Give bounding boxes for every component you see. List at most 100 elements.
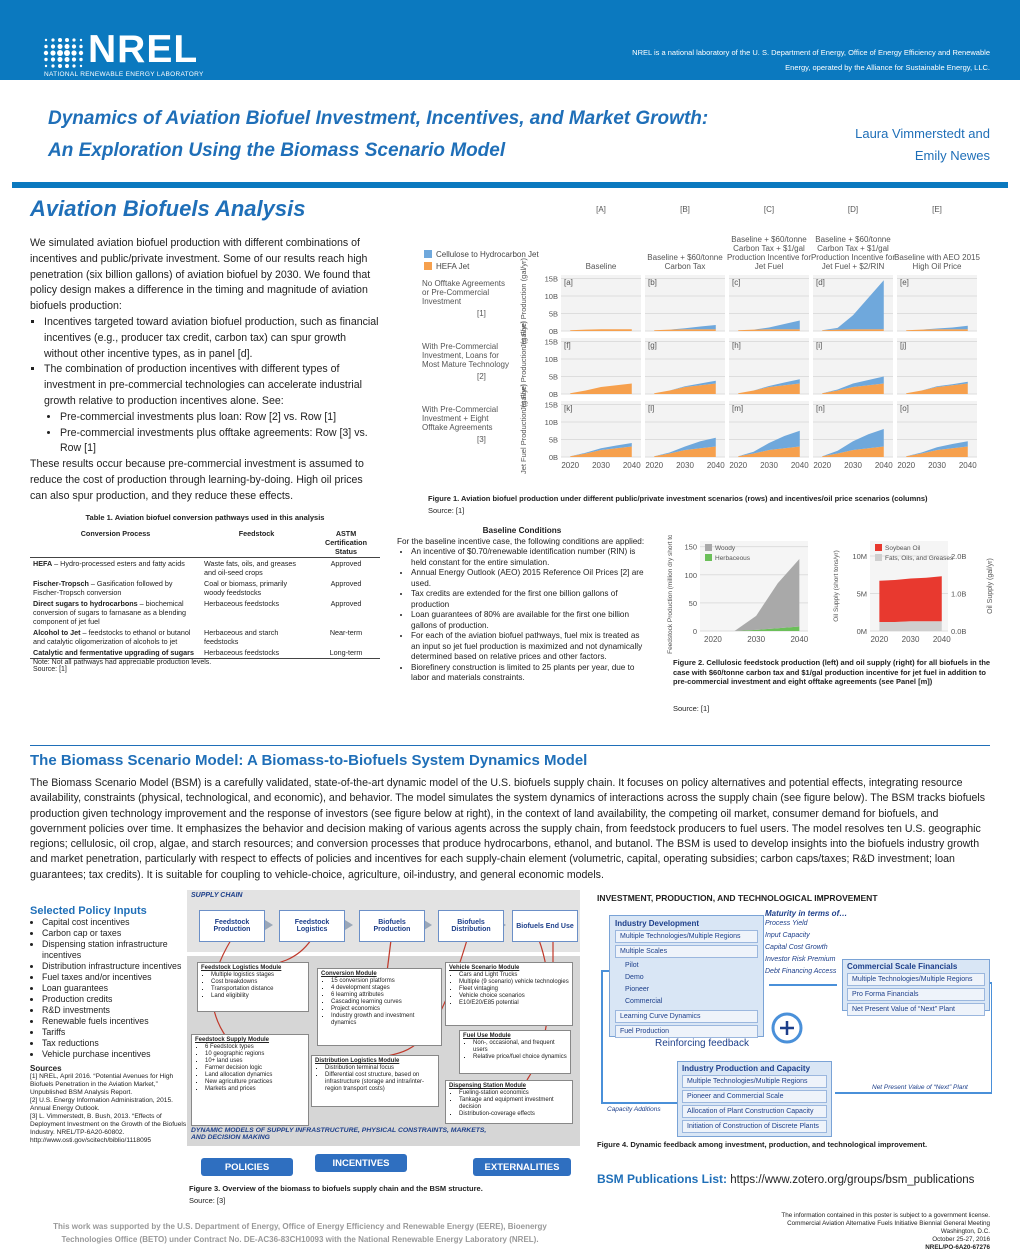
area xyxy=(570,383,632,394)
area xyxy=(654,446,716,457)
y-axis-title: Jet Fuel Production (gal/yr) xyxy=(519,383,528,474)
process-desc: – Hydro-processed esters and fatty acids xyxy=(52,559,185,568)
maturity-title: Maturity in terms of… xyxy=(765,909,848,918)
box-item: Learning Curve Dynamics xyxy=(615,1010,758,1023)
author: Laura Vimmerstedt and xyxy=(855,126,990,141)
row-label-box: With Pre-Commercial Investment + Eight O… xyxy=(422,405,510,444)
x-tick-label: 2020 xyxy=(645,461,663,470)
maturity-item: Debt Financing Access xyxy=(765,968,837,975)
column-header: [D] Baseline + $60/tonne Carbon Tax + $1/… xyxy=(807,205,899,271)
commercial-financials: Commercial Scale Financials Multiple Tec… xyxy=(842,959,990,1016)
box-item: Pioneer and Commercial Scale xyxy=(682,1090,827,1103)
process-name: Fischer-Tropsch xyxy=(33,579,89,588)
area xyxy=(654,325,716,331)
cell: Catalytic and fermentative upgrading of … xyxy=(30,647,201,658)
process-desc: – Gasification followed by Fischer-Trops… xyxy=(33,579,173,597)
module-item: Industry growth and investment dynamics xyxy=(331,1013,438,1027)
cell: HEFA – Hydro-processed esters and fatty … xyxy=(30,558,201,579)
module-title: Feedstock Logistics Module xyxy=(201,965,282,971)
logo-dot xyxy=(58,64,62,68)
box-item: Pro Forma Financials xyxy=(847,988,985,1001)
module-item: Farmer decision logic xyxy=(205,1065,305,1072)
module-item: 10 geographic regions xyxy=(205,1051,305,1058)
module-item: 10+ land uses xyxy=(205,1058,305,1065)
legend-swatch xyxy=(705,544,712,551)
footer-info: The information contained in this poster… xyxy=(690,1212,990,1252)
column-desc: Baseline + $60/tonne Carbon Tax xyxy=(647,253,723,271)
publications-url[interactable]: https://www.zotero.org/groups/bsm_public… xyxy=(730,1174,975,1186)
logo-dot xyxy=(57,57,63,62)
y-axis-title: Feedstock Production (million dry short … xyxy=(667,535,674,654)
section-heading: The Biomass Scenario Model: A Biomass-to… xyxy=(30,752,588,769)
logo-dot xyxy=(51,64,55,68)
baseline-heading: Baseline Conditions xyxy=(482,526,562,535)
area xyxy=(738,320,800,331)
area xyxy=(906,329,968,331)
scales-list: Pilot Demo Pioneer Commercial xyxy=(615,960,758,1008)
figure-2-chart: 0 50 100 150 Woody Herbaceous 2020 2030 2040 Feed… xyxy=(667,535,994,654)
chevron xyxy=(265,920,273,930)
footer-line: NREL/PO-6A20-67276 xyxy=(925,1244,990,1251)
logo-text: NREL xyxy=(88,28,199,71)
figure-caption: Figure 4. Dynamic feedback among investm… xyxy=(597,1140,928,1149)
row-label: With Pre-Commercial Investment + Eight O… xyxy=(422,405,499,432)
feedback-plus xyxy=(780,1021,794,1035)
area xyxy=(822,280,884,331)
area xyxy=(738,383,800,394)
box-items: Multiple Technologies/Multiple Regions Pi… xyxy=(682,1075,827,1133)
publications: BSM Publications List: https://www.zoter… xyxy=(597,1172,974,1186)
column-desc: Baseline with AEO 2015 High Oil Price xyxy=(894,253,980,271)
sub-bullet-list: Pre-commercial investments plus loan: Ro… xyxy=(30,410,380,457)
cell: Herbaceous feedstocks xyxy=(204,599,280,608)
module-item: Non-, occasional, and frequent users xyxy=(473,1040,567,1054)
policy-item: Carbon cap or taxes xyxy=(42,928,188,939)
legend-swatch xyxy=(705,554,712,561)
module-item: Multiple (9 scenario) vehicle technologi… xyxy=(459,979,569,986)
y-tick-label: 100 xyxy=(684,571,697,580)
x-tick-label: 2030 xyxy=(676,461,694,470)
box-item: Multiple Technologies/Multiple Regions xyxy=(847,973,985,986)
panel-letter: [h] xyxy=(732,341,741,350)
area xyxy=(906,441,968,457)
maturity-items: Process Yield Input Capacity Capital Cost … xyxy=(765,918,860,978)
figure-4-title: INVESTMENT, PRODUCTION, AND TECHNOLOGICA… xyxy=(597,893,878,903)
y2-axis-title: Oil Supply (gal/yr) xyxy=(987,558,994,614)
figure-source: Source: [1] xyxy=(673,704,710,713)
x-tick-label: 2030 xyxy=(902,635,920,644)
legend-swatch xyxy=(875,554,882,561)
maturity-list: Maturity in terms of… Process Yield Input… xyxy=(765,909,860,978)
area xyxy=(570,443,632,457)
x-tick-label: 2040 xyxy=(791,461,809,470)
x-tick-label: 2020 xyxy=(561,461,579,470)
policy-item: Loan guarantees xyxy=(42,983,188,994)
table-title: Table 1. Aviation biofuel conversion pat… xyxy=(85,513,325,522)
column-letter: [B] xyxy=(680,205,690,214)
x-tick-label: 2030 xyxy=(928,461,946,470)
logo-dot xyxy=(72,64,76,68)
baseline-intro: For the baseline incentive case, the fol… xyxy=(397,536,645,546)
module-items: Fueling-station economicsTankage and equ… xyxy=(449,1090,569,1118)
x-tick-label: 2030 xyxy=(760,461,778,470)
y-tick-label: 0B xyxy=(549,327,558,336)
x-tick-label: 2020 xyxy=(870,635,888,644)
source-item: [1] NREL, April 2016. “Potential Avenues… xyxy=(30,1073,174,1096)
process-name: HEFA xyxy=(33,559,53,568)
process-name: Catalytic and fermentative upgrading of … xyxy=(33,648,194,657)
table-row: Fischer-Tropsch – Gasification followed … xyxy=(30,578,380,598)
area xyxy=(654,380,716,394)
area xyxy=(822,429,884,457)
panel-letter: [n] xyxy=(816,404,825,413)
feedback-label: Reinforcing feedback xyxy=(655,1038,749,1049)
y-tick-label: 5B xyxy=(549,373,558,382)
process-name: Direct sugars to hydrocarbons xyxy=(33,599,138,608)
table: Conversion Process Feedstock ASTM Certific… xyxy=(30,528,380,658)
logo-dot xyxy=(71,44,77,49)
module: Conversion Module15 conversion platforms… xyxy=(317,968,442,1046)
bullet-list: Incentives targeted toward aviation biof… xyxy=(30,315,380,410)
legend-label: Fats, Oils, and Greases xyxy=(885,555,954,562)
industry-development: Industry Development Multiple Technologi… xyxy=(609,915,764,1038)
figure-caption: Figure 3. Overview of the biomass to bio… xyxy=(189,1184,483,1193)
chevron xyxy=(345,920,353,930)
table-row: Alcohol to Jet – feedstocks to ethanol o… xyxy=(30,627,380,647)
baseline-conditions: Baseline Conditions For the baseline inc… xyxy=(397,526,647,684)
